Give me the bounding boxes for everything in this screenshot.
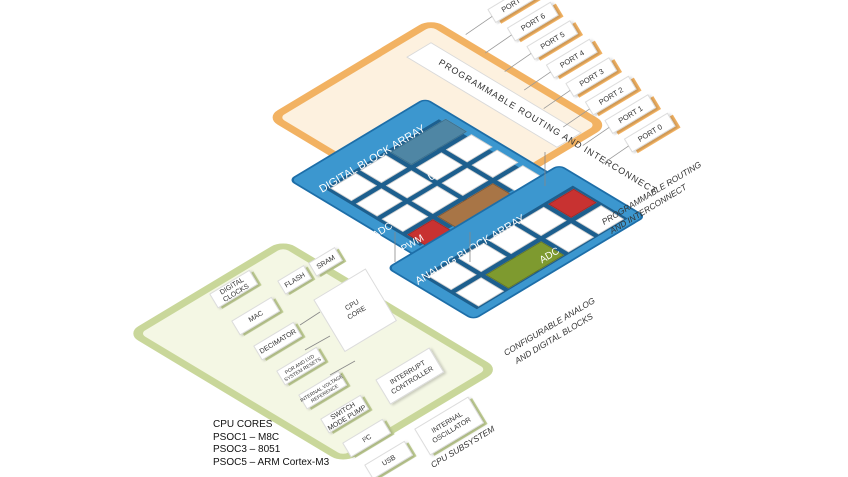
cpu-block-i-c-label: I²C — [361, 434, 373, 445]
sram-block: SRAM — [308, 246, 347, 277]
analog-cell — [575, 205, 625, 235]
digital-cell — [381, 203, 429, 233]
filter-label: FILTER — [491, 311, 526, 338]
legend-line: PSOC5 – ARM Cortex-M3 — [213, 456, 330, 468]
routing-bar — [406, 42, 582, 148]
port-port-5: PORT 5 — [504, 20, 584, 72]
analog-cell — [427, 260, 477, 291]
port-port-3: PORT 3 — [543, 57, 623, 109]
analog-cell — [545, 223, 595, 253]
port-port-4: PORT 4 — [523, 38, 603, 91]
analog-adc-block — [547, 188, 597, 219]
uart-block — [389, 118, 468, 166]
digital-cell — [445, 134, 493, 163]
filter-block — [485, 241, 565, 289]
port-port-1: PORT 1 — [582, 94, 662, 146]
port-port-2: PORT 2 — [562, 75, 642, 128]
analog-cell — [455, 277, 505, 307]
digital-cell — [441, 167, 489, 196]
port-port-7: PORT 7 — [465, 0, 545, 35]
cpu-block-usb: USB — [364, 440, 417, 477]
connector-line — [304, 335, 331, 351]
digital-cell — [355, 188, 403, 217]
digital-cell — [411, 185, 459, 214]
cpu-block-i-c: I²C — [342, 418, 395, 458]
legend-line: PSOC1 – M8C — [213, 431, 280, 443]
cpu-block-mac: MAC — [231, 296, 284, 336]
analog-block-array — [389, 166, 644, 319]
port-port-0: PORT 0 — [601, 112, 681, 165]
legend-title: CPU CORES — [213, 419, 273, 430]
connector-line — [329, 360, 356, 376]
analog-cell — [517, 206, 567, 237]
analog-cell — [457, 242, 507, 273]
port-port-6: PORT 6 — [484, 1, 564, 54]
connector-line — [299, 311, 321, 326]
digital-cell — [359, 154, 408, 184]
cpu-cores-legend: CPU CORES PSOC1 – M8C PSOC3 – 8051 PSOC5… — [213, 419, 329, 469]
cpu-block-decimator: DECIMATOR — [253, 321, 306, 361]
digital-cell — [385, 170, 433, 199]
flash-block: FLASH — [277, 264, 316, 295]
legend-line: PSOC3 – 8051 — [213, 444, 281, 455]
digital-block-array — [291, 99, 552, 257]
digital-cell — [471, 149, 519, 178]
digital-cell — [415, 152, 463, 181]
analog-cell — [487, 224, 537, 255]
digital-cell — [329, 172, 378, 202]
